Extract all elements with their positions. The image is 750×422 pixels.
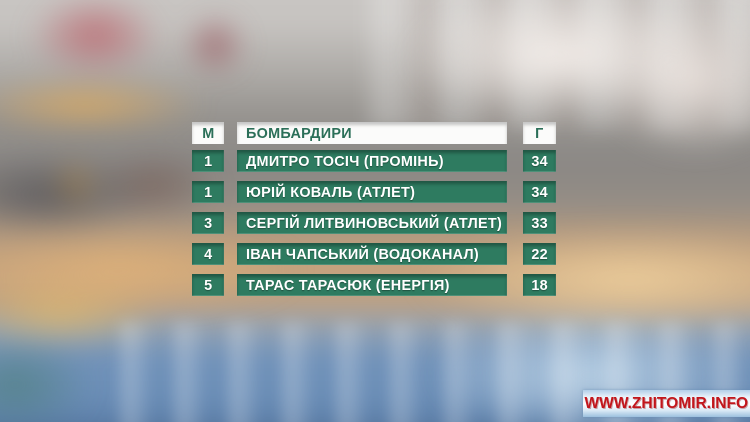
player-cell: ТАРАС ТАРАСЮК (ЕНЕРГІЯ) [237,274,507,296]
place-cell: 4 [192,243,224,265]
goals-cell: 22 [523,243,556,265]
table-row: 1 ДМИТРО ТОСІЧ (ПРОМІНЬ) 34 [192,150,556,172]
player-name: ЮРІЙ КОВАЛЬ (АТЛЕТ) [246,183,416,201]
player-cell: ІВАН ЧАПСЬКИЙ (ВОДОКАНАЛ) [237,243,507,265]
header-place-label: М [201,124,215,142]
player-name: ТАРАС ТАРАСЮК (ЕНЕРГІЯ) [246,276,450,294]
place-value: 5 [203,276,213,294]
place-value: 1 [203,183,213,201]
table-title: БОМБАРДИРИ [246,124,352,142]
place-cell: 3 [192,212,224,234]
arena-wall-pillars [370,0,750,130]
place-cell: 5 [192,274,224,296]
table-row: 4 ІВАН ЧАПСЬКИЙ (ВОДОКАНАЛ) 22 [192,243,556,265]
header-goals-cell: Г [523,122,556,144]
player-name: ДМИТРО ТОСІЧ (ПРОМІНЬ) [246,152,444,170]
goals-cell: 33 [523,212,556,234]
place-value: 4 [203,245,213,263]
goals-cell: 18 [523,274,556,296]
table-row: 3 СЕРГІЙ ЛИТВИНОВСЬКИЙ (АТЛЕТ) 33 [192,212,556,234]
site-watermark: WWW.ZHITOMIR.INFO [583,390,750,417]
table-row: 5 ТАРАС ТАРАСЮК (ЕНЕРГІЯ) 18 [192,274,556,296]
goals-cell: 34 [523,150,556,172]
place-cell: 1 [192,181,224,203]
player-cell: ДМИТРО ТОСІЧ (ПРОМІНЬ) [237,150,507,172]
place-value: 3 [203,214,213,232]
goals-cell: 34 [523,181,556,203]
goals-value: 33 [531,214,548,232]
goals-value: 18 [531,276,548,294]
player-cell: ЮРІЙ КОВАЛЬ (АТЛЕТ) [237,181,507,203]
player-cell: СЕРГІЙ ЛИТВИНОВСЬКИЙ (АТЛЕТ) [237,212,507,234]
header-place-cell: М [192,122,224,144]
player-name: ІВАН ЧАПСЬКИЙ (ВОДОКАНАЛ) [246,245,479,263]
header-goals-label: Г [535,124,544,142]
table-header-row: М БОМБАРДИРИ Г [192,122,556,144]
goals-value: 34 [531,183,548,201]
table-row: 1 ЮРІЙ КОВАЛЬ (АТЛЕТ) 34 [192,181,556,203]
header-title-cell: БОМБАРДИРИ [237,122,507,144]
site-watermark-text: WWW.ZHITOMIR.INFO [584,394,749,412]
goals-value: 34 [531,152,548,170]
place-value: 1 [203,152,213,170]
place-cell: 1 [192,150,224,172]
top-scorers-table: М БОМБАРДИРИ Г 1 ДМИТРО ТОСІЧ (ПРОМІНЬ) … [192,122,556,305]
goals-value: 22 [531,245,548,263]
player-name: СЕРГІЙ ЛИТВИНОВСЬКИЙ (АТЛЕТ) [246,214,503,232]
